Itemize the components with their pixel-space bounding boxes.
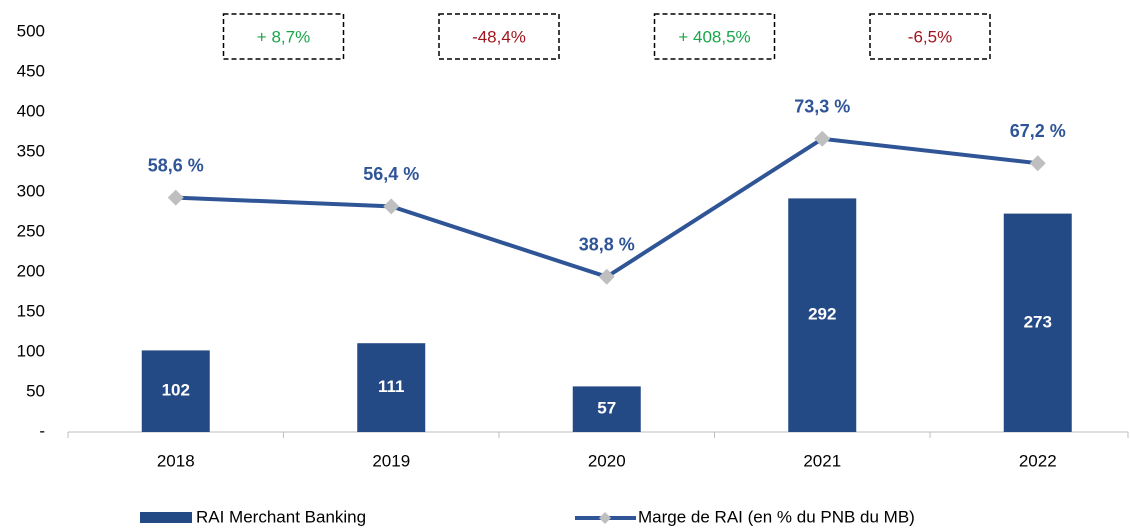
x-tick-label: 2018 xyxy=(157,451,195,470)
line-marker xyxy=(1029,155,1046,172)
bar xyxy=(1003,213,1072,432)
bar-value-label: 111 xyxy=(378,377,405,396)
y-tick-label: 100 xyxy=(17,341,45,360)
y-tick-label: 500 xyxy=(17,21,45,40)
bar-value-label: 292 xyxy=(808,305,836,324)
bar xyxy=(572,386,641,432)
y-tick-label: 150 xyxy=(17,301,45,320)
annotation-box xyxy=(653,13,776,60)
x-tick-label: 2019 xyxy=(372,451,410,470)
line-marker xyxy=(598,268,615,285)
bar-value-label: 57 xyxy=(597,399,616,418)
x-tick-label: 2022 xyxy=(1019,451,1057,470)
annotation-box xyxy=(438,13,560,60)
line-marker xyxy=(814,130,831,147)
x-tick-label: 2020 xyxy=(588,451,626,470)
legend-label: Marge de RAI (en % du PNB du MB) xyxy=(638,507,915,526)
y-tick-label: 350 xyxy=(17,141,45,160)
annotation: -48,4% xyxy=(472,27,526,46)
line-value-label: 73,3 % xyxy=(794,97,850,117)
bar xyxy=(788,198,857,432)
line xyxy=(175,136,1038,279)
line-value-label: 56,4 % xyxy=(363,164,419,184)
annotation-box xyxy=(222,13,345,60)
line-value-label: 38,8 % xyxy=(579,235,635,255)
bar-value-label: 273 xyxy=(1024,312,1052,331)
y-tick-label: 400 xyxy=(17,101,45,120)
y-tick-label: 50 xyxy=(26,381,45,400)
bar xyxy=(357,343,426,432)
bar xyxy=(141,350,210,432)
y-tick-label: 300 xyxy=(17,181,45,200)
line-value-label: 67,2 % xyxy=(1010,121,1066,141)
legend-label: RAI Merchant Banking xyxy=(196,507,366,526)
y-tick-label: 450 xyxy=(17,61,45,80)
annotation: -6,5% xyxy=(908,27,952,46)
legend-swatch xyxy=(140,512,192,523)
annotation: + 8,7% xyxy=(257,27,310,46)
line-marker xyxy=(383,198,400,215)
legend-marker xyxy=(599,512,611,524)
line-value-label: 58,6 % xyxy=(148,155,204,175)
bar-value-label: 102 xyxy=(162,381,190,400)
y-tick-label: 250 xyxy=(17,221,45,240)
y-tick-label: 200 xyxy=(17,261,45,280)
y-tick-label: - xyxy=(39,421,45,440)
annotation-box xyxy=(869,13,991,60)
line-marker xyxy=(167,189,184,206)
x-tick-label: 2021 xyxy=(803,451,841,470)
annotation: + 408,5% xyxy=(678,27,750,46)
